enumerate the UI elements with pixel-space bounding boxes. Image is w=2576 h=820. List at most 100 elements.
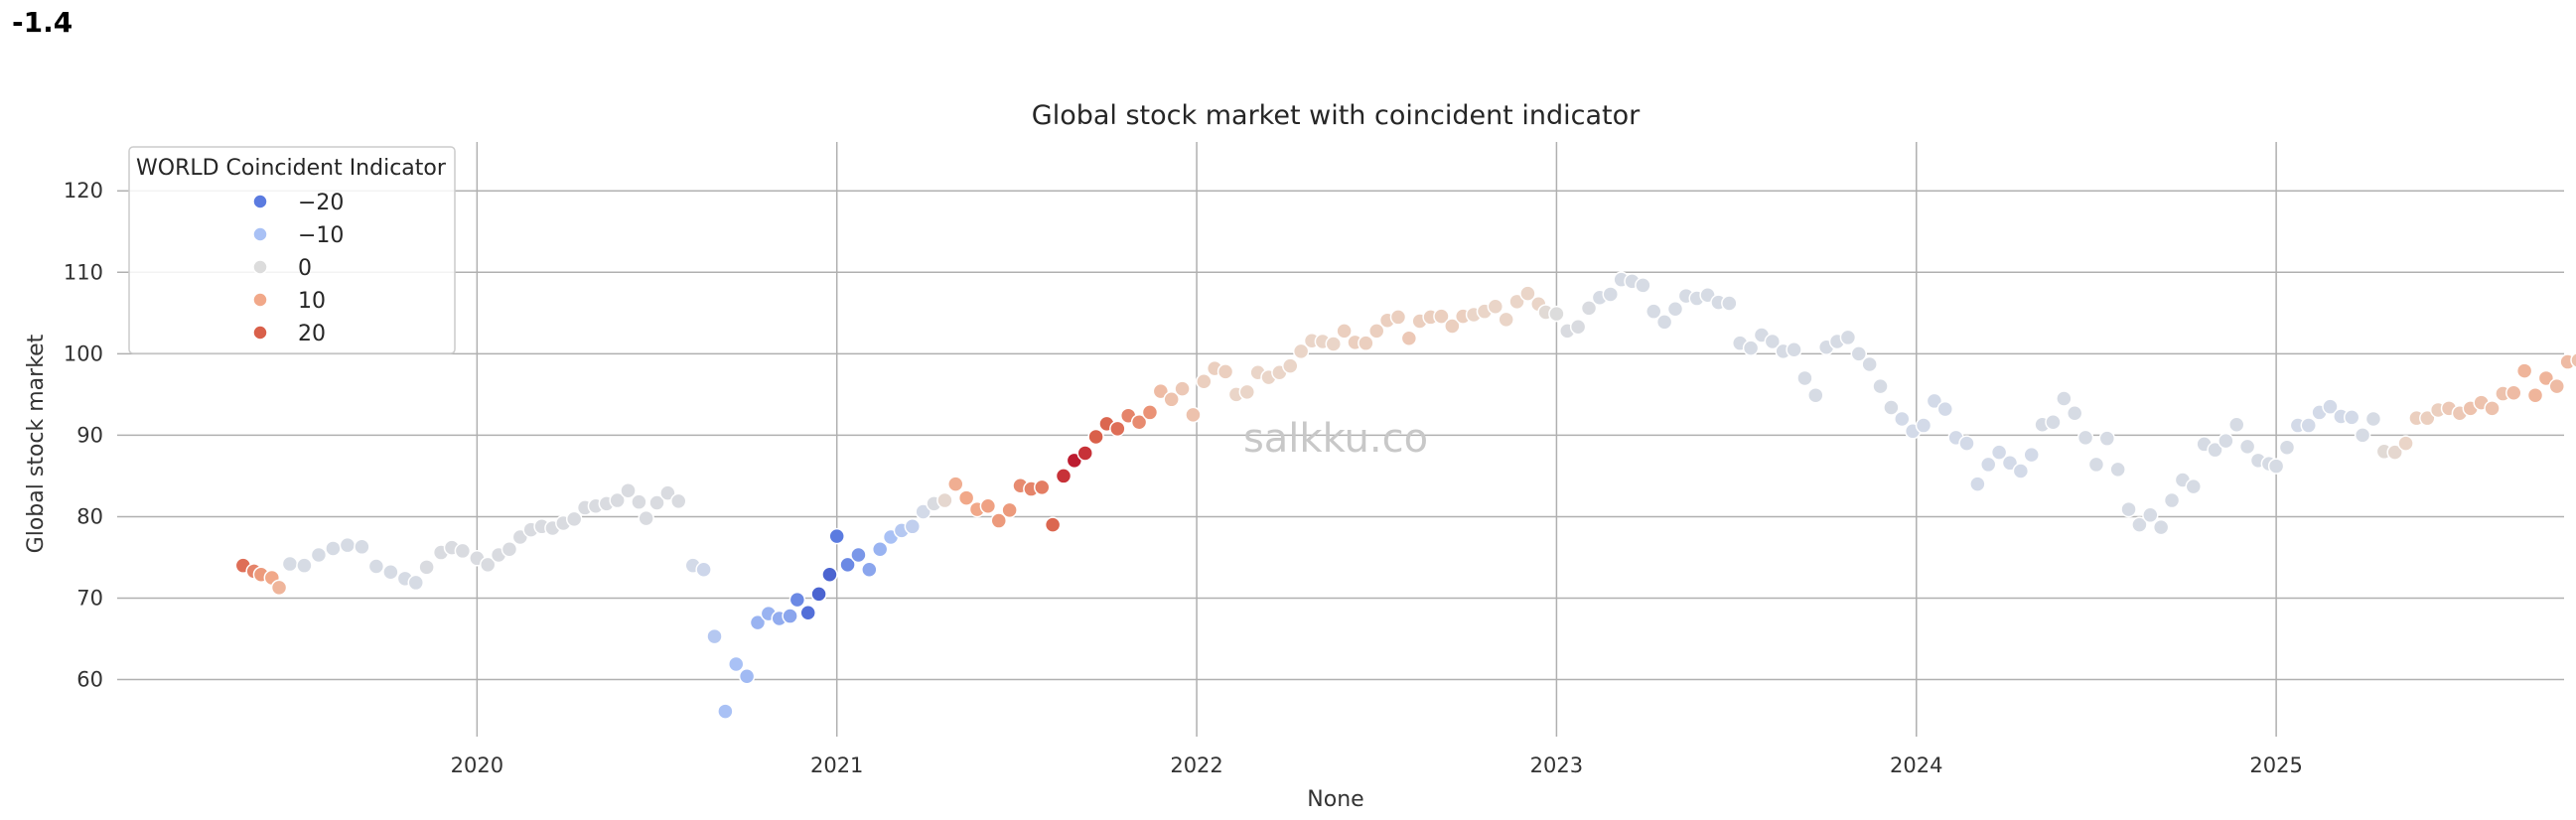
data-point [367,558,385,575]
data-point [1487,298,1504,316]
data-point [2163,491,2181,509]
data-point [1894,410,1911,428]
data-point [2278,439,2296,456]
legend: WORLD Coincident Indicator −20 −10 0 10 20 [128,146,456,354]
data-point [821,566,838,583]
legend-entries: −20 −10 0 10 20 [252,191,344,346]
data-point [749,614,767,631]
data-point [2419,409,2436,427]
data-point [1174,380,1191,397]
data-point [1569,319,1587,336]
data-point [1498,311,1514,329]
data-point [2548,377,2566,395]
legend-label: −10 [298,223,344,248]
data-point [2056,390,2073,407]
data-point [670,492,687,510]
data-point [418,559,435,576]
data-point [270,579,288,597]
data-point [706,627,723,645]
data-point [1152,382,1170,400]
data-point [904,518,922,535]
data-point [2207,441,2223,459]
legend-label: 10 [298,289,326,314]
data-point [1839,329,1857,346]
data-point [609,491,626,509]
data-point [638,509,654,527]
data-point [957,489,975,506]
data-point [382,563,399,581]
data-point [1216,363,1234,380]
y-tick-label: 90 [76,423,103,447]
data-point [1400,330,1418,347]
data-point [1721,295,1738,312]
data-point [354,538,370,556]
data-point [2012,463,2030,479]
data-point [454,542,472,560]
data-point [1872,377,1889,395]
data-point [2238,438,2256,456]
data-point [936,491,953,509]
data-point [1508,293,1525,311]
data-point [738,668,756,685]
corner-value-label: -1.4 [12,6,73,39]
data-point [1238,383,1256,401]
data-point [1336,323,1353,340]
data-point [1130,414,1148,431]
y-axis-ticks: 60 70 80 90 100 110 120 [64,179,103,691]
data-point [2537,369,2555,387]
data-point [810,586,827,603]
data-point [717,703,734,720]
x-tick-label: 2022 [1170,753,1222,777]
data-point [828,527,845,545]
data-point [1033,478,1051,496]
x-axis-title: None [1307,787,1363,812]
data-point [1185,406,1202,424]
x-tick-label: 2021 [810,753,863,777]
data-point [1926,392,1943,410]
data-point [1163,391,1180,408]
legend-label: −20 [298,191,344,215]
data-point [2397,435,2414,452]
data-point [1635,277,1651,294]
data-point [871,541,889,558]
data-points [234,271,2576,720]
data-point [2142,506,2159,524]
data-point [799,605,816,621]
data-point [310,546,328,564]
data-point [839,556,856,574]
x-tick-label: 2024 [1890,753,1942,777]
y-tick-label: 100 [64,342,103,365]
data-point [2023,446,2040,464]
data-point [1883,399,1900,416]
data-point [2045,414,2062,431]
data-point [2228,416,2245,433]
y-tick-label: 120 [64,179,103,203]
data-point [339,536,357,554]
data-point [501,541,518,558]
data-point [915,503,931,520]
x-tick-label: 2025 [2249,753,2302,777]
data-point [1519,285,1536,302]
data-point [1850,345,1868,362]
y-tick-label: 80 [76,504,103,528]
data-point [1109,420,1126,438]
data-point [990,512,1008,529]
data-point [2120,500,2137,518]
data-point [2343,409,2361,426]
data-point [1796,369,1813,387]
y-tick-label: 110 [64,260,103,284]
data-point [631,493,647,510]
data-point [1742,340,1760,356]
data-point [1292,342,1310,360]
data-point [1645,303,1662,320]
data-point [1764,333,1782,350]
data-point [565,510,583,528]
data-point [1444,318,1461,335]
data-point [1807,386,1824,404]
data-point [1433,308,1450,325]
y-axis-title: Global stock market [24,334,49,553]
data-point [2515,362,2533,379]
data-point [2300,417,2317,434]
data-point [979,497,997,515]
